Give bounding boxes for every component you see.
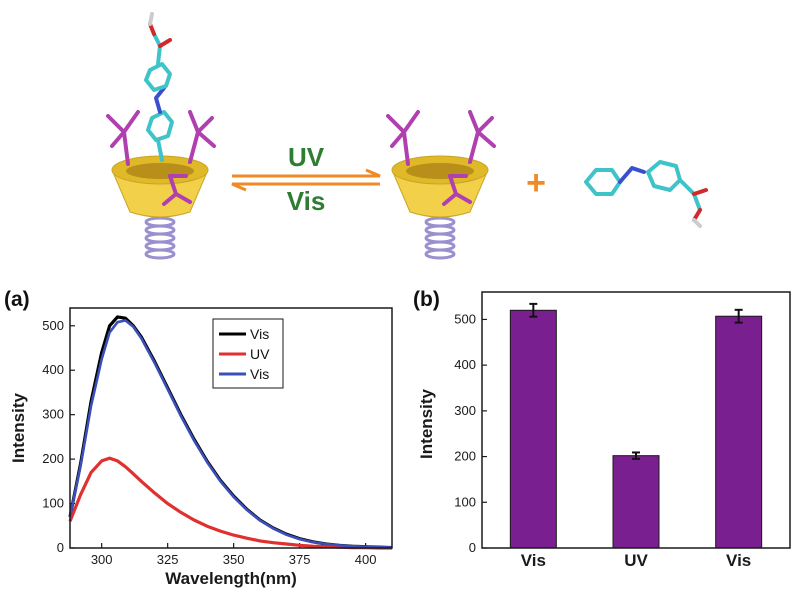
legend-label-1: UV [250,346,270,362]
panel-a-ytick-label: 200 [42,451,64,466]
panel-a-ytick-label: 0 [57,540,64,555]
right-host [386,110,496,260]
forward-arrow [232,168,381,178]
panel-a-ytick-label: 100 [42,496,64,511]
panel-a-xtick-label: 325 [157,552,179,567]
panel-a-legend: Vis UV Vis [212,318,284,389]
panel-a-series-line-1 [68,456,392,550]
panel-b-label: (b) [413,288,440,311]
backward-arrow [231,182,380,192]
free-guest-molecule [584,160,708,228]
panel-b-ylabel: Intensity [417,389,436,459]
panel-b-plot-frame [481,291,791,549]
panel-a-label: (a) [4,288,30,311]
bar-0 [509,309,557,549]
vis-arrow-label: Vis [287,186,326,216]
legend-entries: Vis UV Vis [219,326,270,382]
reaction-scheme: UV Vis + [106,12,708,260]
panel-b-ytick-label: 400 [454,357,476,372]
category-label-2: Vis [726,551,751,570]
panel-b-ytick-label: 500 [454,311,476,326]
uv-arrow-label: UV [288,142,325,172]
panel-a-xtick-label: 400 [355,552,377,567]
right-spring [424,216,456,260]
panel-a-xtick-label: 300 [91,552,113,567]
panel-b: (b) 0 100 200 300 400 500 Vis UV Vis Intensity [413,288,791,570]
panel-b-ytick-label: 0 [469,540,476,555]
panel-a-ylabel: Intensity [9,393,28,463]
plus-sign: + [526,164,546,202]
legend-label-0: Vis [250,326,269,342]
panel-b-bars: Vis UV Vis [509,302,763,570]
panel-a: (a) 300 325 350 375 400 0 100 200 300 400 500 Wave… [4,288,393,588]
panel-a-ytick-label: 500 [42,318,64,333]
legend-label-2: Vis [250,366,269,382]
panel-a-ticks: 300 325 350 375 400 0 100 200 300 400 500 [42,318,376,567]
equilibrium-arrows: UV Vis [231,142,381,216]
panel-b-ytick-label: 200 [454,449,476,464]
right-arms [386,110,496,206]
panel-a-series-line-2 [68,319,393,549]
left-guest-molecule [144,12,174,162]
panel-b-ytick-label: 300 [454,403,476,418]
panel-a-xlabel: Wavelength(nm) [165,569,297,588]
panel-a-ytick-label: 300 [42,407,64,422]
panel-a-xtick-label: 375 [289,552,311,567]
panel-b-ticks: 0 100 200 300 400 500 [454,311,487,555]
bar-2 [715,315,763,549]
left-spring [144,216,176,260]
panel-a-ytick-label: 400 [42,362,64,377]
left-arms [106,110,216,206]
panel-b-ytick-label: 100 [454,494,476,509]
category-label-1: UV [624,551,648,570]
panel-a-series [68,315,393,550]
left-host-complex [106,12,216,260]
bar-1 [612,455,660,549]
category-label-0: Vis [521,551,546,570]
panel-a-xtick-label: 350 [223,552,245,567]
panel-a-plot-frame [69,307,393,549]
